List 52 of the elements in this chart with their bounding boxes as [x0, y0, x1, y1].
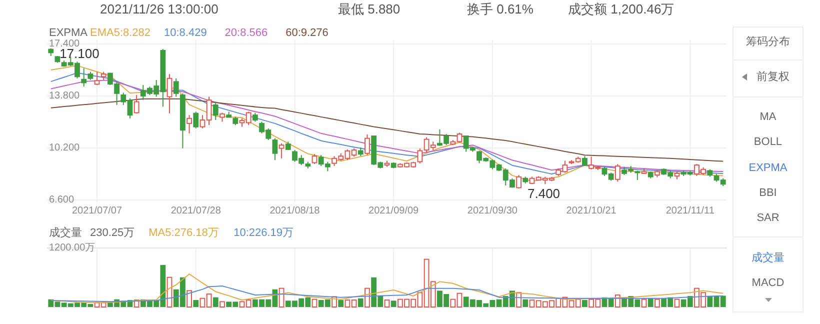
text: 10:226.19万 — [234, 226, 294, 239]
y-tick-label: 6.600 — [49, 194, 74, 206]
chart-subtitle: 230.25万 — [90, 226, 135, 239]
candlestick — [166, 74, 172, 114]
bar — [278, 288, 284, 308]
bar — [312, 298, 318, 308]
x-tick-label: 2021/11/11 — [666, 206, 715, 217]
text: 成交额 1,200.46万 — [568, 1, 674, 16]
text: 10:8.429 — [164, 26, 207, 39]
text: 20:8.566 — [224, 26, 268, 39]
bar — [390, 300, 396, 307]
text: 换手 0.61% — [467, 1, 534, 16]
text: MA5:276.18万 — [148, 226, 219, 239]
text: 60:9.276 — [286, 26, 328, 39]
x-tick-label: 2021/10/21 — [566, 206, 617, 217]
bar — [358, 298, 364, 307]
y-tick-label: 13.800 — [49, 90, 80, 102]
text: BOLL — [754, 136, 782, 148]
bar — [522, 299, 528, 307]
candlestick — [186, 114, 192, 134]
text: 筹码分布 — [746, 36, 790, 48]
x-tick-label: 2021/07/07 — [72, 206, 122, 217]
bar — [384, 300, 390, 308]
annotation: 7.400 — [528, 186, 560, 201]
bar — [338, 300, 344, 307]
y-tick-label: 10.200 — [49, 142, 80, 154]
bar — [582, 300, 588, 307]
text: 2021/11/26 13:00:00 — [100, 1, 218, 16]
x-tick-label: 2021/07/28 — [170, 206, 222, 217]
bar — [648, 298, 654, 307]
text: 成交量 — [752, 250, 784, 264]
bar — [193, 300, 199, 307]
text: MA — [760, 110, 777, 123]
bar — [212, 297, 218, 307]
text: 最低 5.880 — [338, 1, 400, 16]
text: MACD — [752, 276, 784, 289]
bar — [654, 298, 660, 308]
y-tick-label: 1200.00万 — [49, 242, 96, 254]
bar — [186, 290, 192, 308]
legend-title: EXPMA — [49, 26, 88, 39]
bar — [220, 301, 225, 308]
bar — [641, 298, 647, 308]
x-tick-label: 2021/09/30 — [467, 206, 518, 217]
text: EMA5:8.282 — [90, 26, 151, 39]
text: 前复权 — [756, 70, 790, 83]
text: EXPMA — [748, 162, 788, 174]
legend-title: 成交量 — [49, 226, 82, 239]
x-tick-label: 2021/08/18 — [270, 206, 320, 217]
text: BBI — [759, 186, 777, 199]
x-tick-label: 2021/09/09 — [368, 206, 420, 217]
bar — [674, 298, 680, 308]
text: SAR — [756, 212, 780, 224]
